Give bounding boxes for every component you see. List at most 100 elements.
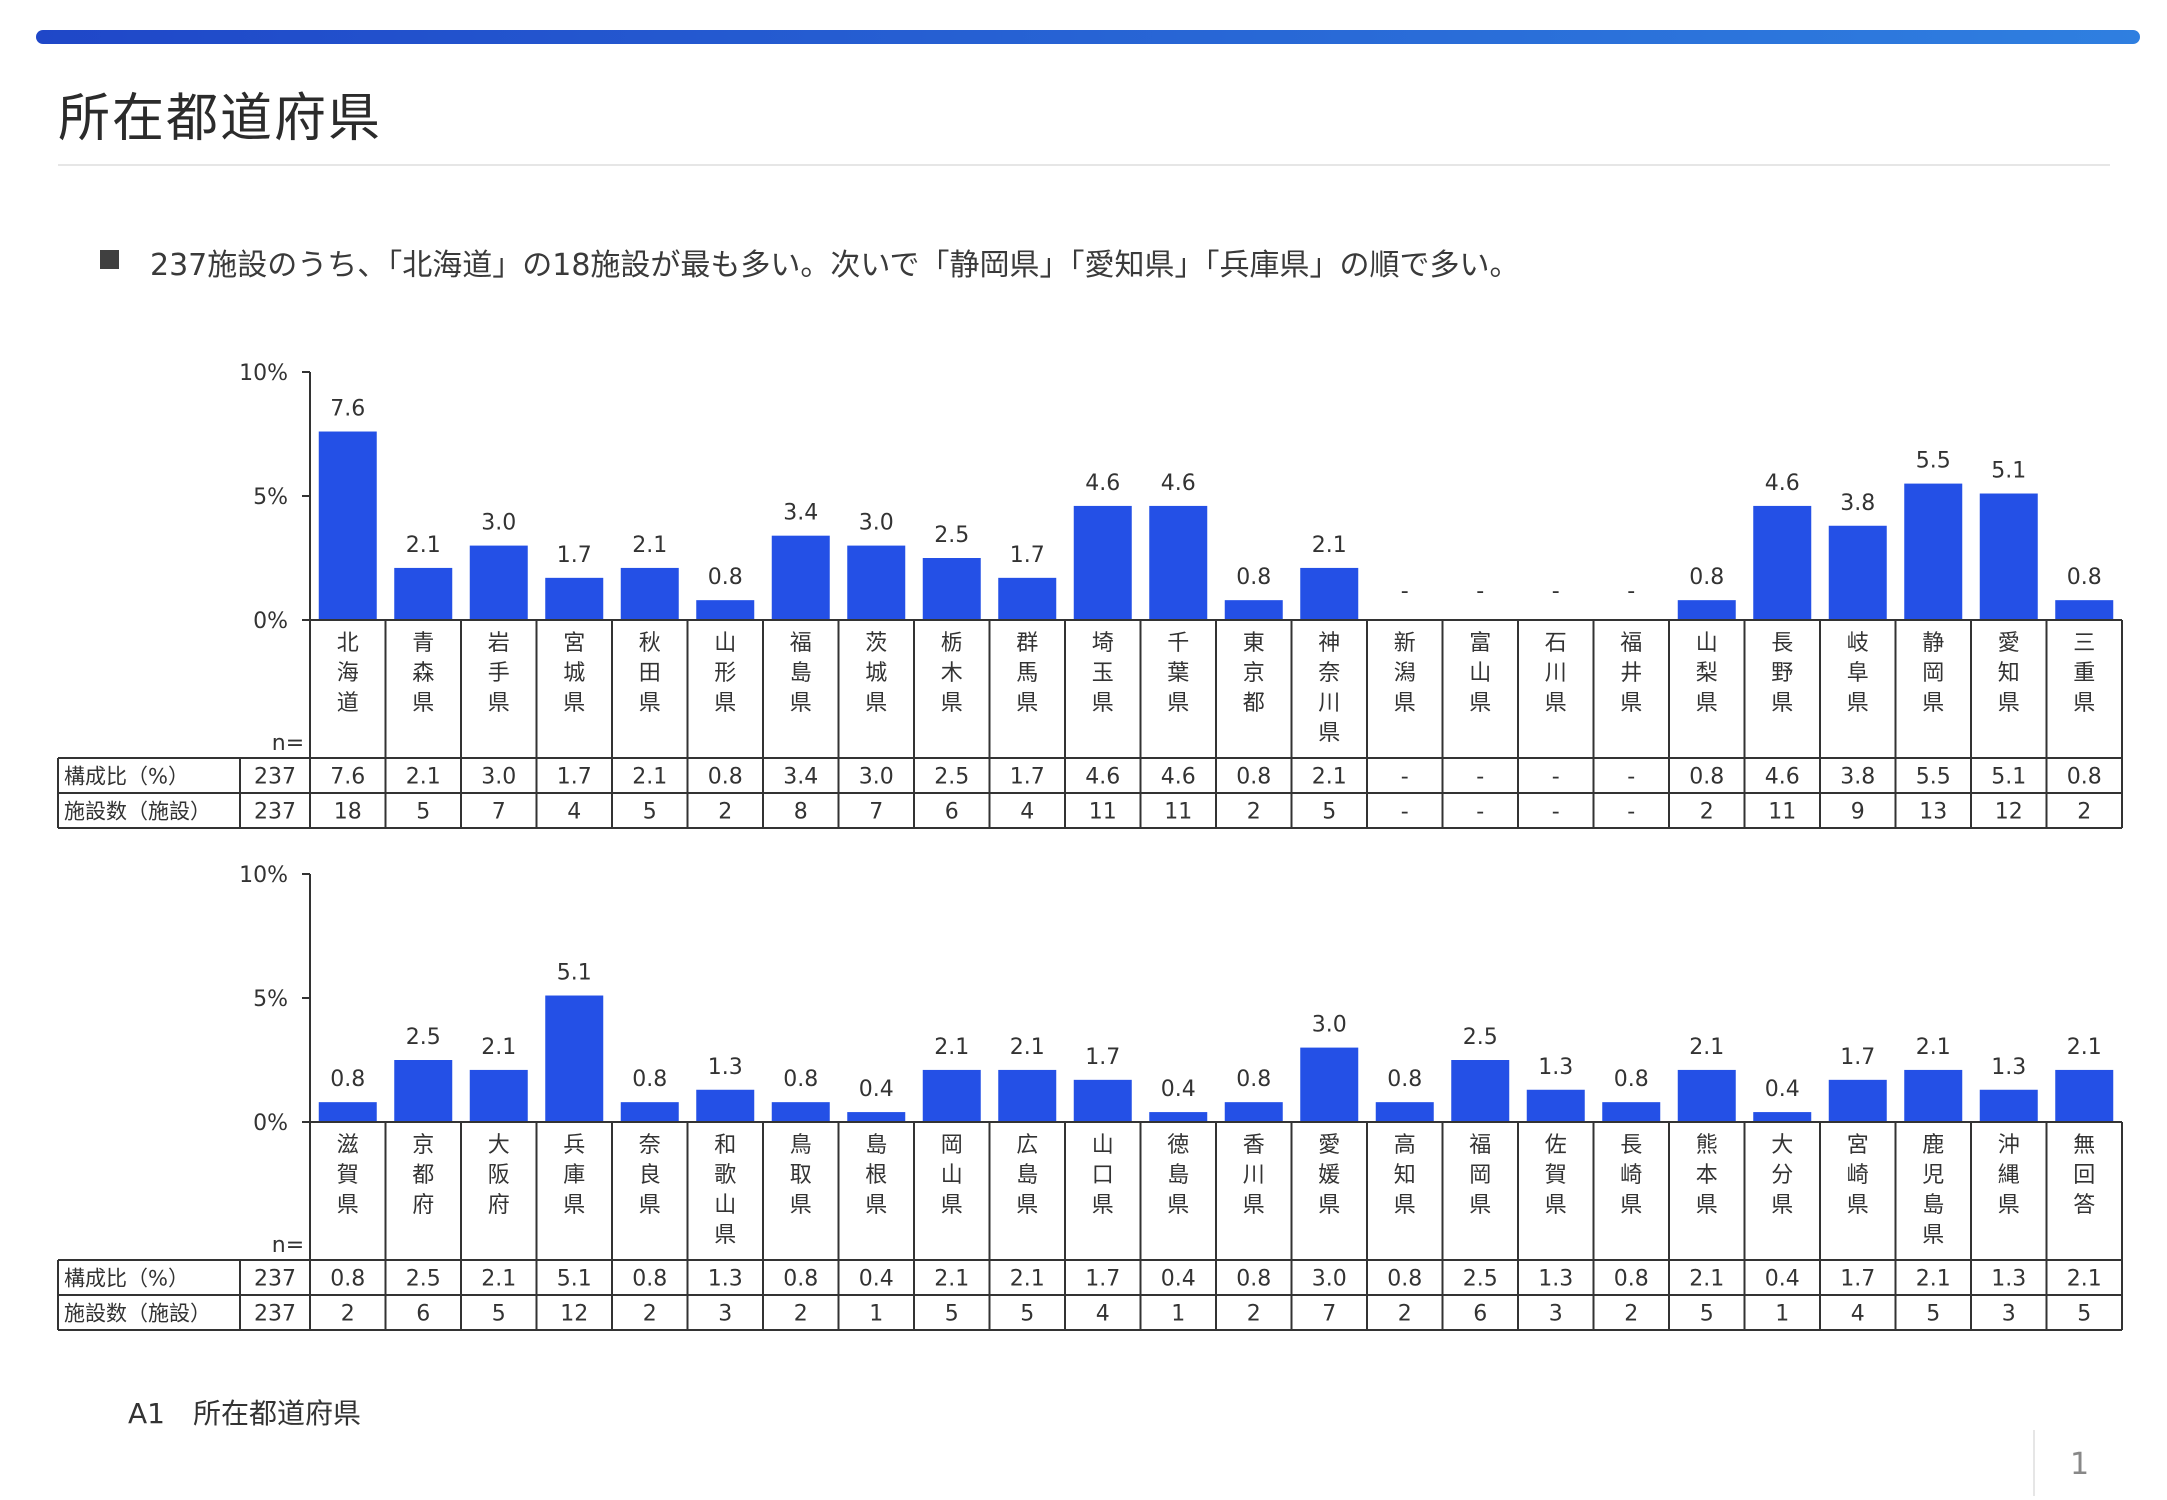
bar-value-label: 2.1 [481,1035,516,1060]
category-label: 静岡県 [1922,631,1944,716]
bar-value-label: 2.5 [406,1025,441,1050]
bar-value-label: 1.7 [1010,543,1045,568]
table-ratio-cell: - [1627,765,1635,790]
table-ratio-cell: 0.8 [1614,1267,1649,1292]
bar-value-label: 2.1 [1689,1035,1724,1060]
table-ratio-cell: 0.8 [1236,765,1271,790]
bar [394,1060,453,1122]
page-number: 1 [2070,1447,2090,1482]
bar [696,600,755,620]
category-label: 長野県 [1771,631,1793,716]
category-label: 鳥取県 [790,1133,812,1218]
table-count-cell: 5 [416,800,430,825]
table-count-cell: 11 [1768,800,1796,825]
table-count-cell: 7 [492,800,506,825]
table-count-cell: 4 [567,800,581,825]
category-label: 茨城県 [865,631,887,716]
table-count-cell: 4 [1096,1302,1110,1327]
prefecture-chart-top: 0% 5% 10% 7.6 2.1 3.0 1.7 2.1 0.8 3.4 3.0 2.5 1.7 4.6… [0,350,2167,840]
row-label-count: 施設数（施設） [64,800,211,824]
bar-value-label: 3.4 [783,501,818,526]
y-tick-label: 5% [253,485,288,510]
bar [696,1089,755,1122]
bar [318,1102,377,1122]
table-ratio-cell: 1.3 [708,1267,743,1292]
table-ratio-cell: 0.8 [632,1267,667,1292]
bar-value-label: 1.3 [1991,1055,2026,1080]
bar [1224,600,1283,620]
table-ratio-cell: 1.3 [1538,1267,1573,1292]
table-count-cell: 2 [1624,1302,1638,1327]
category-label: 和歌山県 [714,1133,736,1248]
category-label: 宮崎県 [1847,1133,1869,1218]
category-label: 青森県 [412,631,434,716]
table-ratio-cell: 0.8 [708,765,743,790]
table-ratio-cell: 2.1 [1916,1267,1951,1292]
category-label: 福岡県 [1469,1133,1491,1218]
table-count-cell: 1 [1171,1302,1185,1327]
table-ratio-cell: 2.1 [406,765,441,790]
bar [1753,505,1812,620]
table-ratio-cell: 1.7 [557,765,592,790]
table-ratio-cell: 2.1 [1312,765,1347,790]
category-label: 福島県 [790,631,812,716]
total-count: 237 [254,800,296,825]
table-ratio-cell: 4.6 [1765,765,1800,790]
bar-value-label: 3.8 [1840,491,1875,516]
bar-value-label: 2.5 [934,523,969,548]
table-count-cell: 12 [1995,800,2023,825]
table-ratio-cell: 2.5 [1463,1267,1498,1292]
category-label: 滋賀県 [337,1133,359,1218]
table-count-cell: 5 [1322,800,1336,825]
bar [1526,1089,1585,1122]
bar-value-label: 2.1 [2067,1035,2102,1060]
bar [1451,1060,1510,1122]
bar [2055,600,2114,620]
bar [545,995,604,1122]
table-ratio-cell: 2.1 [2067,1267,2102,1292]
table-count-cell: 11 [1164,800,1192,825]
bar [998,1069,1057,1122]
table-count-cell: 5 [1926,1302,1940,1327]
y-tick-label: 10% [239,863,288,888]
category-label: 栃木県 [941,631,963,716]
bar [394,567,453,620]
table-count-cell: 5 [492,1302,506,1327]
bar-value-label: 4.6 [1085,471,1120,496]
bar [1753,1112,1812,1122]
category-label: 愛知県 [1998,631,2020,716]
bar [469,1069,528,1122]
table-ratio-cell: 3.0 [859,765,894,790]
bar-value-label: 4.6 [1765,471,1800,496]
table-count-cell: 1 [869,1302,883,1327]
table-ratio-cell: 0.4 [1161,1267,1196,1292]
bar [1904,483,1963,620]
category-label: 群馬県 [1016,631,1038,716]
table-ratio-cell: 2.5 [934,765,969,790]
table-count-cell: 7 [1322,1302,1336,1327]
bar-value-label: 1.7 [557,543,592,568]
table-count-cell: 3 [718,1302,732,1327]
bar-value-label: 2.5 [1463,1025,1498,1050]
table-count-cell: 3 [1549,1302,1563,1327]
bar [771,535,830,620]
table-count-cell: 6 [945,800,959,825]
category-label: 秋田県 [639,631,661,716]
table-ratio-cell: 7.6 [330,765,365,790]
table-count-cell: 2 [718,800,732,825]
table-ratio-cell: 0.8 [783,1267,818,1292]
table-count-cell: 6 [416,1302,430,1327]
table-count-cell: 2 [1247,800,1261,825]
table-count-cell: 13 [1919,800,1947,825]
table-count-cell: 11 [1089,800,1117,825]
table-ratio-cell: 0.8 [1387,1267,1422,1292]
table-count-cell: 5 [2077,1302,2091,1327]
table-ratio-cell: 0.4 [1765,1267,1800,1292]
bar-value-label: 1.7 [1085,1045,1120,1070]
bar [847,1112,906,1122]
row-label-count: 施設数（施設） [64,1302,211,1326]
bar-value-label: 2.1 [632,533,667,558]
table-count-cell: 5 [945,1302,959,1327]
bar [922,558,981,620]
top-accent-bar [36,30,2140,44]
